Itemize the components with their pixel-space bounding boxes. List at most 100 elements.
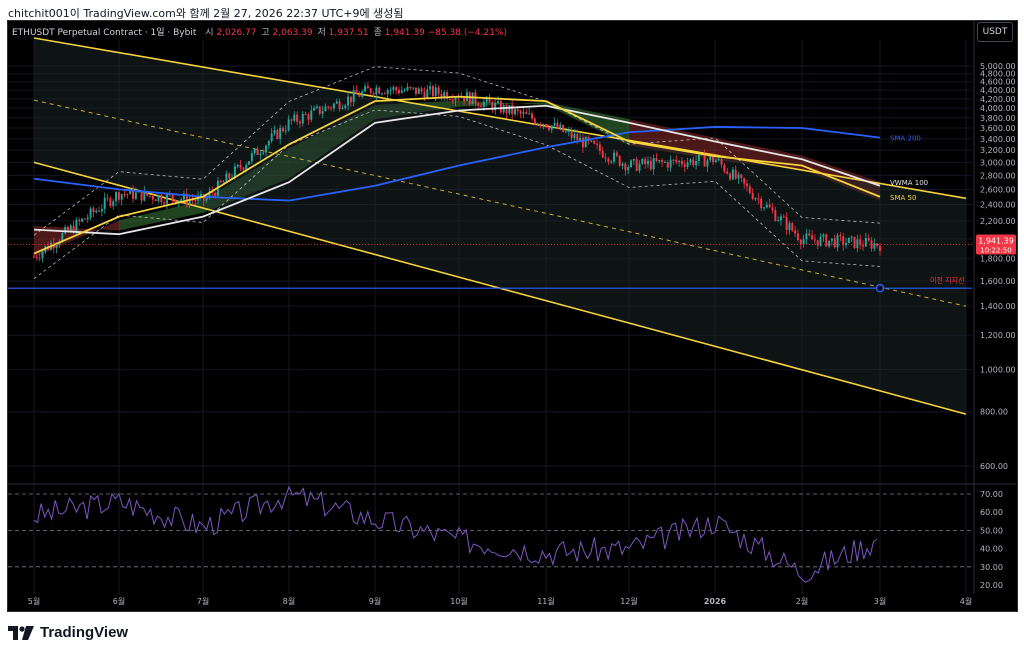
vwma-100-line: [33, 104, 881, 236]
sma-50-line: [33, 95, 881, 255]
price-tick-label: 4,400.00: [980, 86, 1016, 95]
candle-body: [689, 159, 692, 163]
low-label: 저: [317, 28, 326, 38]
candle-body: [813, 239, 816, 241]
candle-body: [646, 160, 649, 165]
candle-body: [862, 245, 865, 247]
candle-body: [242, 167, 245, 170]
chart-frame[interactable]: [7, 20, 1018, 612]
candle-body: [349, 96, 352, 103]
candle-body: [420, 88, 423, 92]
candle-body: [400, 90, 403, 94]
candle-body: [448, 99, 451, 101]
candle-body: [641, 159, 644, 164]
rsi-tick-label: 40.00: [980, 545, 1003, 554]
candle-body: [395, 87, 398, 91]
candle-body: [522, 112, 525, 114]
sma-200-line: [33, 126, 881, 202]
price-tick-label: 1,800.00: [980, 255, 1016, 264]
candle-body: [675, 159, 678, 163]
candle-body: [528, 113, 531, 115]
candle-body: [282, 127, 284, 132]
candle-body: [692, 159, 695, 166]
candle-body: [279, 127, 282, 139]
candle-body: [796, 233, 799, 240]
candle-body: [819, 236, 822, 246]
channel-upper-line: [33, 37, 967, 200]
candle-body: [547, 127, 550, 130]
candle-body: [485, 97, 488, 102]
symbol-ohlc-line: ETHUSDT Perpetual Contract · 1일 · Bybit …: [12, 25, 507, 38]
candle-body: [743, 177, 746, 184]
candle-body: [321, 111, 324, 114]
candle-body: [293, 114, 296, 121]
candle-body: [663, 161, 666, 163]
candle-body: [219, 180, 222, 183]
candle-body: [717, 159, 720, 161]
candle-body: [635, 159, 638, 171]
candle-body: [358, 94, 361, 97]
candle-body: [748, 186, 751, 194]
candle-body: [802, 239, 805, 245]
candle-body: [429, 86, 432, 90]
candle-body: [867, 238, 870, 241]
price-tick-label: 4,800.00: [980, 70, 1016, 79]
candle-body: [106, 197, 109, 199]
candle-body: [763, 207, 765, 209]
candle-body: [652, 158, 655, 170]
candle-body: [129, 188, 132, 195]
candle-body: [805, 233, 808, 240]
candle-body: [808, 233, 811, 236]
candle-body: [313, 107, 316, 111]
price-tick-label: 4,000.00: [980, 104, 1016, 113]
candle-body: [352, 90, 355, 103]
currency-selector[interactable]: USDT: [977, 22, 1013, 42]
candle-body: [468, 92, 471, 105]
time-tick-label: 2026: [704, 597, 727, 606]
time-tick-label: 4월: [960, 596, 972, 606]
candle-body: [604, 157, 607, 159]
candle-body: [828, 240, 831, 247]
candle-body: [581, 137, 584, 148]
candle-body: [559, 124, 562, 129]
candle-body: [307, 114, 310, 120]
candle-body: [777, 220, 780, 222]
candle-body: [584, 136, 587, 148]
candle-body: [66, 227, 69, 231]
candle-body: [683, 164, 686, 167]
candle-body: [703, 154, 706, 167]
candle-body: [194, 200, 197, 202]
open-label: 시: [205, 28, 214, 38]
channel-midline: [33, 99, 967, 307]
price-tick-label: 3,800.00: [980, 114, 1016, 123]
price-tick-label: 3,600.00: [980, 124, 1016, 133]
candle-body: [253, 148, 256, 154]
candle-body: [723, 164, 726, 172]
candle-body: [706, 160, 709, 167]
candle-body: [151, 195, 154, 200]
candle-body: [92, 208, 95, 213]
candle-body: [598, 144, 601, 151]
candle-body: [638, 163, 641, 171]
candle-body: [41, 251, 44, 259]
candle-body: [414, 87, 417, 95]
time-tick-label: 6월: [113, 596, 125, 606]
candle-body: [771, 207, 774, 211]
candle-body: [833, 238, 836, 248]
candle-body: [296, 114, 299, 122]
candle-body: [822, 234, 825, 237]
candle-body: [669, 159, 672, 168]
candle-body: [185, 193, 188, 205]
candle-body: [791, 223, 794, 231]
tradingview-logo: TradingView: [8, 624, 128, 641]
candle-body: [403, 90, 406, 92]
candle-body: [120, 194, 123, 200]
candle-body: [154, 199, 157, 202]
candle-body: [123, 194, 126, 196]
candle-body: [542, 124, 545, 126]
candle-body: [737, 174, 740, 179]
candle-body: [740, 174, 743, 178]
price-tick-label: 2,400.00: [980, 200, 1016, 209]
candle-body: [731, 169, 734, 180]
